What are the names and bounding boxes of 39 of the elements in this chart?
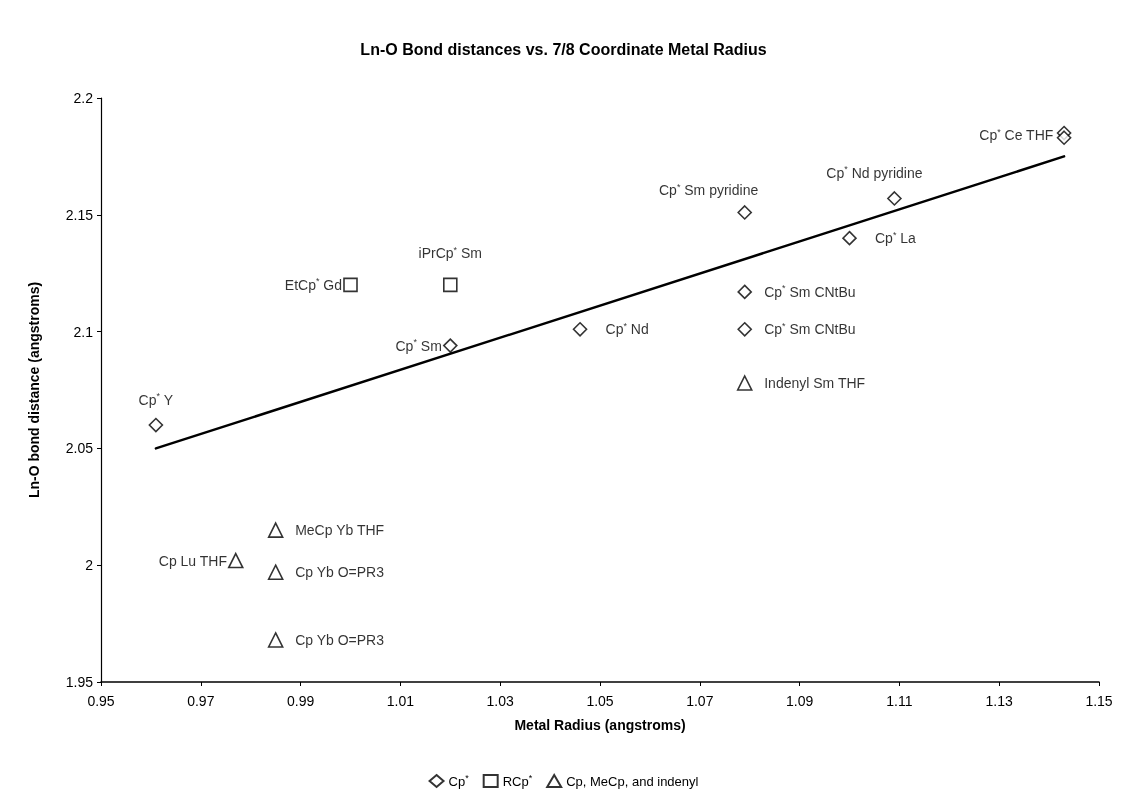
annotation: Cp* Sm pyridine: [659, 181, 759, 199]
annotation: Cp Yb O=PR3: [295, 631, 385, 648]
x-tick-label: 0.97: [187, 693, 215, 709]
x-axis-title: Metal Radius (angstroms): [514, 717, 686, 733]
legend-label: Cp*: [448, 772, 470, 789]
annotation: Cp* Sm: [395, 337, 442, 354]
annotation: Indenyl Sm THF: [764, 374, 866, 391]
y-tick-label: 2: [85, 557, 94, 574]
annotation: Cp Lu THF: [158, 552, 227, 569]
annotation: Cp* Nd pyridine: [826, 164, 923, 181]
y-tick-label: 2.2: [73, 90, 94, 106]
annotation: MeCp Yb THF: [295, 522, 385, 539]
y-tick-label: 1.95: [65, 674, 94, 690]
legend-label: RCp*: [502, 772, 533, 789]
x-tick-label: 1.01: [386, 693, 415, 709]
annotation: Cp* Sm CNtBu: [764, 320, 856, 338]
x-tick-label: 0.95: [87, 693, 115, 709]
annotation: Cp* Nd: [605, 320, 649, 338]
x-tick-label: 1.03: [486, 693, 515, 709]
y-tick-label: 2.15: [65, 206, 94, 223]
annotation: EtCp* Gd: [284, 276, 343, 293]
y-axis-title: Ln-O bond distance (angstroms): [26, 281, 42, 499]
x-tick-label: 1.15: [1085, 693, 1113, 709]
annotation: iPrCp* Sm: [418, 244, 482, 262]
x-tick-label: 1.07: [686, 693, 714, 709]
x-tick-label: 1.11: [886, 693, 913, 709]
annotation: Cp* Y: [138, 391, 174, 408]
y-tick-label: 2.1: [73, 323, 94, 340]
annotation: Cp Yb O=PR3: [295, 564, 385, 581]
x-tick-label: 1.05: [586, 693, 614, 709]
annotation: Cp* Sm CNtBu: [764, 283, 856, 300]
annotation: Cp* La: [875, 229, 917, 247]
annotation: Cp* Ce THF: [979, 126, 1054, 144]
x-tick-label: 1.13: [985, 693, 1014, 709]
chart-title: Ln-O Bond distances vs. 7/8 Coordinate Metal Radius: [360, 40, 767, 58]
legend-label: Cp, MeCp, and indenyl: [566, 773, 699, 789]
y-tick-label: 2.05: [65, 440, 94, 457]
x-tick-label: 0.99: [286, 693, 315, 709]
x-tick-label: 1.09: [785, 693, 814, 709]
